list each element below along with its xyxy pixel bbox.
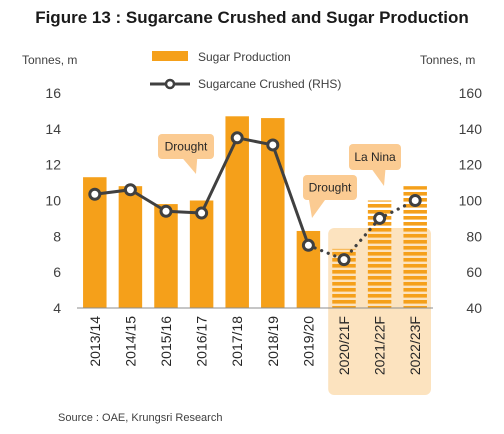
x-tick-label: 2015/16	[158, 316, 174, 367]
legend: Sugar Production Sugarcane Crushed (RHS)	[150, 50, 341, 91]
left-tick-label: 12	[45, 157, 61, 173]
right-tick-label: 140	[459, 121, 483, 137]
line-layer	[88, 131, 422, 267]
right-tick-label: 160	[459, 85, 483, 101]
left-tick-label: 10	[45, 193, 61, 209]
bar-2016/17	[189, 200, 214, 308]
bar-2015/16	[154, 204, 178, 308]
left-tick-label: 14	[45, 121, 61, 137]
x-tick-label: 2018/19	[265, 316, 281, 367]
right-tick-label: 120	[459, 157, 483, 173]
line-marker-2017/18	[230, 131, 244, 145]
x-tick-label: 2013/14	[87, 316, 103, 367]
line-marker-2013/14	[88, 187, 102, 201]
bar-2019/20	[296, 230, 321, 308]
legend-swatch-marker	[164, 78, 176, 90]
left-axis-unit: Tonnes, m	[22, 53, 77, 67]
bar-2017/18	[225, 116, 249, 309]
axes: 4 6 8 10 12 14 16 40 60 80 100 120 140 160 2013/14 2014…	[45, 85, 482, 375]
left-tick-label: 4	[53, 300, 61, 316]
left-tick-label: 6	[53, 264, 61, 280]
x-tick-label: 2020/21F	[336, 316, 352, 375]
line-marker-2015/16	[159, 204, 173, 218]
line-marker-2018/19	[266, 138, 280, 152]
source-note: Source : OAE, Krungsri Research	[58, 412, 222, 424]
line-marker-2022/23F	[408, 194, 422, 207]
x-tick-label: 2014/15	[122, 316, 138, 367]
right-tick-label: 80	[466, 228, 482, 244]
line-marker-2016/17	[195, 206, 209, 220]
callout-layer: Drought Drought La Nina	[158, 134, 401, 218]
left-tick-label: 16	[45, 85, 61, 101]
bar-layer	[83, 116, 427, 309]
callout-label: La Nina	[354, 150, 396, 164]
callout-pointer	[372, 170, 386, 186]
x-tick-label: 2016/17	[194, 316, 210, 367]
line-marker-2020/21F	[337, 253, 351, 267]
chart-title: Figure 13 : Sugarcane Crushed and Sugar …	[35, 8, 469, 27]
callout-pointer	[183, 159, 198, 174]
callout-label: Drought	[165, 140, 208, 154]
x-tick-label: 2019/20	[300, 316, 316, 367]
right-tick-label: 40	[466, 300, 482, 316]
line-dotted	[306, 198, 417, 262]
bar-2013/14	[83, 177, 107, 308]
x-tick-label: 2021/22F	[372, 316, 388, 375]
x-tick-label: 2022/23F	[407, 316, 423, 375]
line-marker-2014/15	[123, 183, 137, 197]
callout-pointer	[309, 200, 325, 218]
right-tick-label: 100	[459, 193, 483, 209]
callout-box	[349, 144, 401, 170]
bar-2020/21F	[332, 248, 356, 308]
line-marker-2021/22F	[373, 211, 387, 225]
bar-2022/23F	[403, 186, 427, 308]
legend-label-line: Sugarcane Crushed (RHS)	[198, 77, 341, 91]
right-tick-label: 60	[466, 264, 482, 280]
legend-label-bar: Sugar Production	[198, 50, 291, 64]
legend-swatch-bar	[152, 51, 188, 61]
right-axis-unit: Tonnes, m	[420, 53, 475, 67]
x-tick-label: 2017/18	[229, 316, 245, 367]
left-tick-label: 8	[53, 228, 61, 244]
line-marker-2019/20	[301, 238, 315, 252]
callout-label: Drought	[309, 181, 352, 195]
bar-2014/15	[118, 186, 143, 308]
callout-box	[303, 175, 357, 200]
callout-box	[158, 134, 214, 159]
bar-2021/22F	[367, 200, 392, 308]
